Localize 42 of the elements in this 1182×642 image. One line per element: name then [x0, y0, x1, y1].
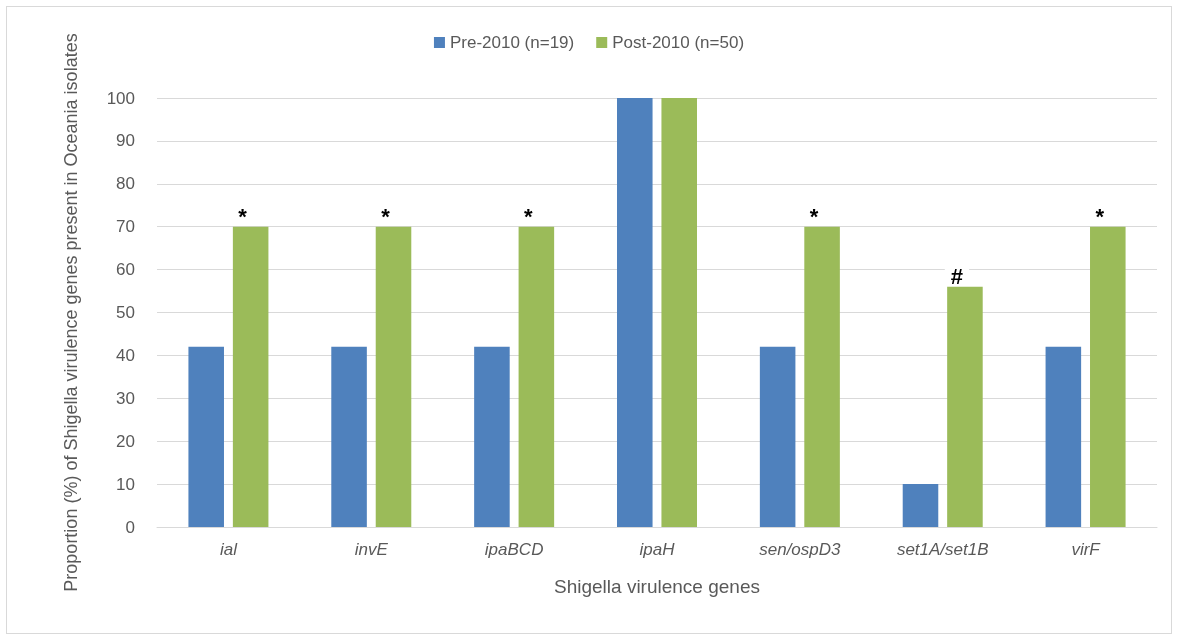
y-tick-label: 90 — [116, 131, 135, 151]
bar — [188, 346, 224, 527]
bar — [518, 226, 555, 527]
x-tick-label: ial — [219, 540, 239, 559]
bar — [661, 98, 697, 527]
annotation: # — [950, 264, 964, 290]
x-tick-label: sen/ospD3 — [759, 540, 842, 559]
annotation: * — [809, 204, 819, 230]
annotation: * — [238, 204, 248, 230]
y-tick-label: 50 — [116, 303, 135, 322]
y-tick-label: 40 — [116, 345, 135, 365]
y-tick-label: 30 — [116, 388, 135, 408]
bar — [1045, 346, 1082, 527]
y-tick-label: 0 — [125, 517, 135, 537]
annotation: * — [524, 204, 534, 230]
bar — [1090, 226, 1126, 527]
annotation: * — [1095, 204, 1105, 230]
bar — [331, 346, 367, 527]
legend-label: Pre-2010 (n=19) — [449, 33, 575, 52]
x-tick-label: virF — [1071, 540, 1102, 559]
y-tick-label: 10 — [116, 474, 135, 494]
y-tick-label: 80 — [116, 174, 135, 194]
bar — [232, 226, 269, 527]
x-tick-label: ipaH — [639, 540, 676, 559]
y-tick-label: 20 — [116, 431, 135, 451]
bar — [474, 346, 510, 527]
x-tick-label: set1A/set1B — [896, 540, 989, 559]
bar — [947, 286, 983, 527]
y-tick-label: 60 — [116, 260, 135, 280]
bar — [902, 484, 939, 527]
x-axis-title: Shigella virulence genes — [554, 576, 760, 597]
y-tick-label: 100 — [106, 88, 135, 108]
y-tick-label: 70 — [116, 217, 135, 237]
bar — [375, 226, 412, 527]
annotation: * — [381, 204, 391, 230]
bar — [617, 98, 653, 527]
bar — [804, 226, 840, 527]
bar — [759, 346, 796, 527]
y-axis-title: Proportion (%) of Shigella virulence genes present in Oceania isolates — [61, 33, 81, 592]
x-tick-label: ipaBCD — [484, 540, 544, 559]
legend-label: Post-2010 (n=50) — [612, 33, 745, 52]
x-tick-label: invE — [354, 540, 389, 559]
